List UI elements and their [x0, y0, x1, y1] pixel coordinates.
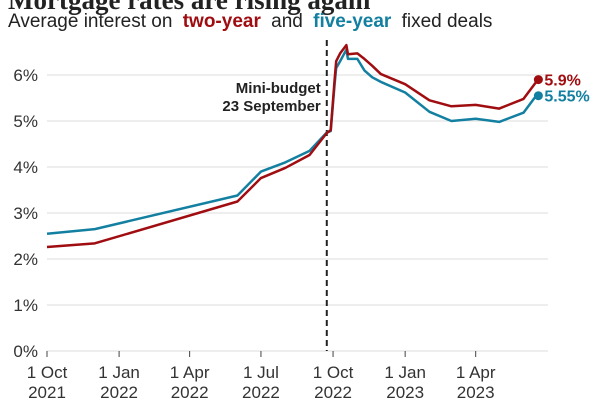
subtitle: Average interest on two-year and five-ye… — [8, 11, 492, 32]
end-point — [533, 75, 543, 85]
x-tick-label: 1 Apr — [456, 363, 496, 382]
chart-title: Mortgage rates are rising again — [8, 0, 370, 15]
line — [46, 43, 540, 249]
subtitle-series: two-year — [183, 11, 262, 32]
y-tick-label: 4% — [13, 158, 38, 177]
y-tick-label: 6% — [13, 66, 38, 85]
x-tick-label: 1 Jan — [98, 363, 140, 382]
x-tick-label: 2021 — [28, 383, 66, 400]
annotation-text: Mini-budget — [236, 80, 321, 97]
x-tick-label: 2022 — [314, 383, 352, 400]
x-tick-label: 2022 — [100, 383, 138, 400]
y-tick-label: 2% — [13, 250, 38, 269]
y-tick-label: 0% — [13, 342, 38, 361]
subtitle-series: five-year — [313, 11, 392, 32]
end-point — [533, 91, 543, 101]
subtitle-text: Average interest on — [8, 11, 172, 32]
x-tick-label: 2023 — [457, 383, 495, 400]
end-label: 5.55% — [544, 89, 589, 106]
line — [46, 48, 540, 235]
y-tick-label: 5% — [13, 112, 38, 131]
x-tick-label: 2022 — [242, 383, 280, 400]
x-tick-label: 1 Jan — [384, 363, 426, 382]
y-tick-label: 1% — [13, 296, 38, 315]
x-tick-label: 1 Apr — [170, 363, 210, 382]
end-label: 5.9% — [544, 73, 580, 90]
x-tick-label: 1 Jul — [243, 363, 279, 382]
x-tick-label: 2022 — [171, 383, 209, 400]
x-tick-label: 2023 — [386, 383, 424, 400]
subtitle-text: and — [271, 11, 303, 32]
x-tick-label: 1 Oct — [313, 363, 354, 382]
annotation-text: 23 September — [222, 98, 321, 115]
subtitle-text: fixed deals — [402, 11, 493, 32]
x-tick-label: 1 Oct — [27, 363, 68, 382]
y-tick-label: 3% — [13, 204, 38, 223]
